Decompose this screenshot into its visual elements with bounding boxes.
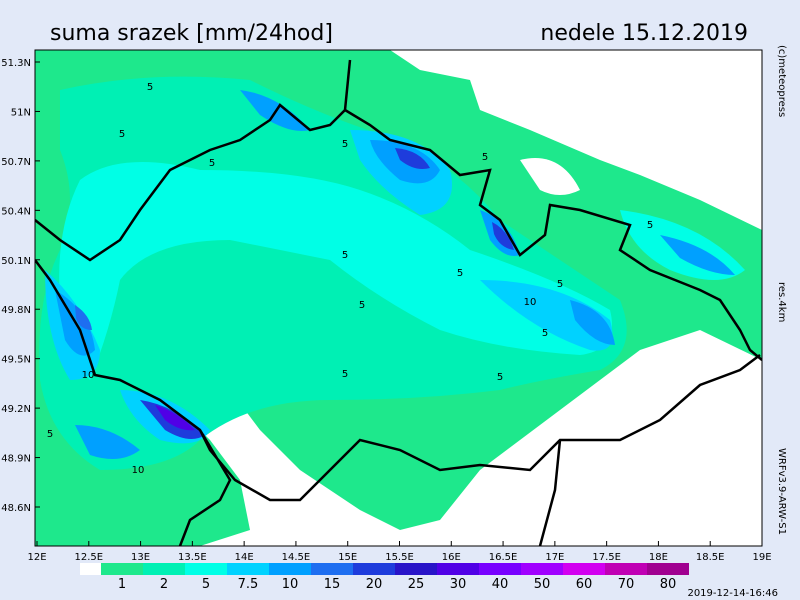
contour-label: 10	[524, 297, 537, 308]
legend-swatch	[143, 563, 185, 575]
contour-label: 10	[82, 370, 95, 381]
legend-swatch	[353, 563, 395, 575]
contour-label: 5	[209, 158, 215, 169]
precip-area	[660, 235, 735, 275]
precip-area	[520, 158, 580, 195]
legend-label: 60	[576, 577, 593, 592]
legend-label: 50	[534, 577, 551, 592]
y-tick-label: 50.4N	[1, 206, 31, 217]
legend-label: 25	[408, 577, 425, 592]
x-tick-label: 16.5E	[489, 552, 518, 563]
legend-swatch	[185, 563, 227, 575]
x-tick-label: 18.5E	[696, 552, 725, 563]
legend: 1 2 5 7.5 10 15 20 25 30 40 50 60 70 80	[80, 563, 689, 592]
y-tick-label: 51N	[11, 107, 31, 118]
legend-label: 70	[618, 577, 635, 592]
legend-label: 15	[324, 577, 341, 592]
contour-label: 5	[457, 268, 463, 279]
legend-swatch	[395, 563, 437, 575]
precip-area	[492, 222, 514, 250]
legend-swatch	[521, 563, 563, 575]
legend-swatch	[80, 563, 101, 575]
x-tick-label: 12E	[27, 552, 46, 563]
x-tick-label: 15.5E	[385, 552, 414, 563]
precip-area	[75, 305, 92, 330]
legend-label: 80	[660, 577, 677, 592]
timestamp: 2019-12-14-16:46	[687, 588, 778, 599]
contour-label: 5	[497, 372, 503, 383]
date: nedele 15.12.2019	[540, 21, 748, 46]
resolution: res.4km	[776, 282, 787, 322]
legend-label: 5	[202, 577, 210, 592]
copyright: (c)meteopress	[776, 45, 787, 117]
y-tick-label: 49.2N	[1, 404, 31, 415]
x-tick-label: 14E	[235, 552, 254, 563]
legend-label: 30	[450, 577, 467, 592]
legend-swatch	[269, 563, 311, 575]
legend-swatch	[227, 563, 269, 575]
axes: 12E 12.5E 13E 13.5E 14E 14.5E 15E 15.5E 16E 16.5E…	[1, 58, 771, 563]
precip-area	[480, 280, 613, 351]
precip-area	[395, 148, 430, 169]
x-tick-label: 16E	[442, 552, 461, 563]
y-tick-label: 48.6N	[1, 503, 31, 514]
x-tick-label: 13.5E	[178, 552, 207, 563]
legend-swatch	[101, 563, 143, 575]
legend-swatch	[437, 563, 479, 575]
legend-label: 10	[282, 577, 299, 592]
contour-label: 5	[542, 328, 548, 339]
legend-swatch	[479, 563, 521, 575]
x-tick-label: 12.5E	[74, 552, 103, 563]
y-tick-label: 48.9N	[1, 454, 31, 465]
x-tick-label: 19E	[752, 552, 771, 563]
contour-label: 5	[47, 429, 53, 440]
contour-label: 5	[342, 250, 348, 261]
x-tick-label: 18E	[649, 552, 668, 563]
border	[35, 59, 762, 546]
y-tick-label: 49.8N	[1, 305, 31, 316]
precip-area	[155, 405, 195, 431]
legend-label: 20	[366, 577, 383, 592]
y-tick-label: 51.3N	[1, 58, 31, 69]
legend-swatch	[563, 563, 605, 575]
x-tick-label: 17E	[545, 552, 564, 563]
map-border	[34, 49, 763, 547]
title: suma srazek [mm/24hod]	[50, 21, 333, 46]
contour-label: 5	[147, 82, 153, 93]
legend-label: 2	[160, 577, 168, 592]
model: WRFv3.9-ARW-S1	[776, 448, 787, 535]
contour-label: 5	[647, 220, 653, 231]
legend-label: 7.5	[238, 577, 259, 592]
precip-field: 5 5 5 5 5 5 5 5 5 5 5 10 10 10 5 5 5	[35, 50, 762, 546]
x-tick-label: 15E	[338, 552, 357, 563]
contour-labels: 5 5 5 5 5 5 5 5 5 5 5 10 10 10 5 5 5	[47, 82, 653, 476]
legend-swatch	[311, 563, 353, 575]
legend-swatch	[605, 563, 647, 575]
contour-label: 5	[342, 139, 348, 150]
contour-label: 5	[119, 129, 125, 140]
x-tick-label: 17.5E	[592, 552, 621, 563]
precip-area	[59, 162, 612, 380]
contour-label: 5	[342, 369, 348, 380]
y-tick-label: 50.7N	[1, 157, 31, 168]
contour-label: 5	[482, 152, 488, 163]
x-tick-label: 14.5E	[282, 552, 311, 563]
precip-area	[570, 300, 615, 345]
legend-swatch	[647, 563, 689, 575]
contour-label: 5	[557, 279, 563, 290]
legend-label: 40	[492, 577, 509, 592]
contour-label: 10	[132, 465, 145, 476]
y-tick-label: 50.1N	[1, 256, 31, 267]
legend-label: 1	[118, 577, 126, 592]
x-tick-label: 13E	[131, 552, 150, 563]
precip-area	[75, 425, 140, 459]
y-tick-label: 49.5N	[1, 355, 31, 366]
contour-label: 5	[359, 300, 365, 311]
